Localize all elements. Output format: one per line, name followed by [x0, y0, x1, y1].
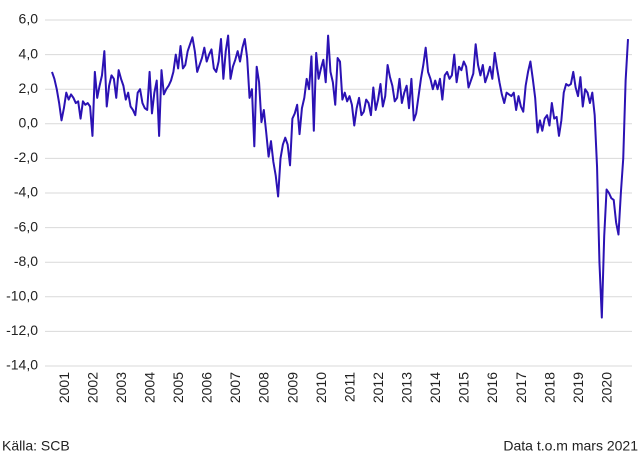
note: Data t.o.m mars 2021: [503, 438, 638, 454]
y-tick-label: -12,0: [6, 322, 38, 338]
x-tick-label: 2002: [84, 372, 100, 403]
y-tick-label: 6,0: [19, 11, 39, 27]
x-tick-label: 2010: [313, 372, 329, 403]
y-tick-label: -2,0: [14, 149, 38, 165]
x-tick-label: 2011: [341, 372, 357, 402]
x-tick-label: 2003: [113, 372, 129, 403]
x-tick-label: 2006: [199, 372, 215, 403]
x-tick-label: 2008: [256, 372, 272, 403]
x-tick-label: 2001: [56, 372, 72, 403]
y-tick-label: -4,0: [14, 184, 38, 200]
y-tick-label: 0,0: [19, 115, 39, 131]
x-tick-label: 2004: [141, 372, 157, 403]
x-tick-label: 2018: [541, 372, 557, 403]
y-tick-label: -10,0: [6, 288, 38, 304]
x-tick-label: 2005: [170, 372, 186, 403]
data-line: [51, 34, 629, 319]
y-tick-label: 4,0: [19, 45, 39, 61]
y-tick-label: -6,0: [14, 218, 38, 234]
y-tick-label: 2,0: [19, 80, 39, 96]
y-tick-label: -14,0: [6, 357, 38, 373]
x-tick-label: 2014: [427, 372, 443, 403]
x-tick-label: 2015: [456, 372, 472, 403]
x-tick-label: 2007: [227, 372, 243, 403]
x-tick-label: 2020: [598, 372, 614, 403]
x-tick-label: 2017: [513, 372, 529, 403]
x-tick-label: 2013: [399, 372, 415, 403]
x-tick-label: 2016: [484, 372, 500, 403]
source: Källa: SCB: [2, 438, 70, 454]
x-tick-label: 2009: [284, 372, 300, 403]
x-tick-label: 2019: [570, 372, 586, 403]
x-tick-label: 2012: [370, 372, 386, 403]
y-tick-label: -8,0: [14, 253, 38, 269]
